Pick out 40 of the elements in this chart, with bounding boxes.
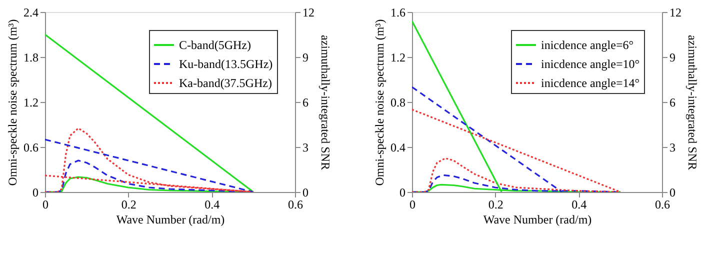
legend-label: inicdence angle=6° [541,38,634,52]
x-tick-label: 0.2 [121,198,136,212]
y-tick-label: 0 [32,186,38,200]
x-axis-title: Wave Number (rad/m) [483,212,592,226]
y2-tick-label: 12 [670,6,682,20]
x-tick-label: 0.4 [572,198,587,212]
legend-label: inicdence angle=14° [541,76,640,90]
y-tick-label: 1.6 [390,6,406,20]
y-tick-label: 0.4 [390,140,406,154]
legend-label: Ku-band(13.5GHz) [179,57,273,71]
y-tick-label: 1.2 [24,96,38,110]
y2-axis-title: azimuthally-integrated SNR [318,35,332,170]
x-tick-label: 0.6 [288,198,303,212]
y-tick-label: 1.8 [24,50,38,64]
y2-tick-label: 6 [302,96,308,110]
x-tick-label: 0 [410,198,416,212]
y-tick-label: 2.4 [24,6,38,20]
legend-label: inicdence angle=10° [541,57,640,71]
y2-tick-label: 9 [302,50,308,64]
y2-axis-title: azimuthally-integrated SNR [686,35,700,170]
x-tick-label: 0.6 [655,198,670,212]
x-tick-label: 0.4 [204,198,220,212]
y2-tick-label: 6 [670,96,676,110]
y-axis-title: Omni-speckle noise spectrum (m³) [6,19,20,186]
y2-tick-label: 12 [302,6,314,20]
x-tick-label: 0 [42,198,48,212]
y-tick-label: 1.2 [390,50,406,64]
legend-label: Ka-band(37.5GHz) [179,76,272,90]
y-axis-title: Omni-speckle noise spectrum (m³) [372,19,386,186]
y-tick-label: 0.6 [24,140,38,154]
y-tick-label: 0 [400,186,406,200]
legend-label: C-band(5GHz) [179,38,251,52]
y2-tick-label: 3 [302,140,308,154]
y-tick-label: 0.8 [390,96,406,110]
x-axis-title: Wave Number (rad/m) [116,212,225,226]
y2-tick-label: 3 [670,140,676,154]
y2-tick-label: 0 [302,186,308,200]
y2-tick-label: 0 [670,186,676,200]
y2-tick-label: 9 [670,50,676,64]
x-tick-label: 0.2 [488,198,504,212]
